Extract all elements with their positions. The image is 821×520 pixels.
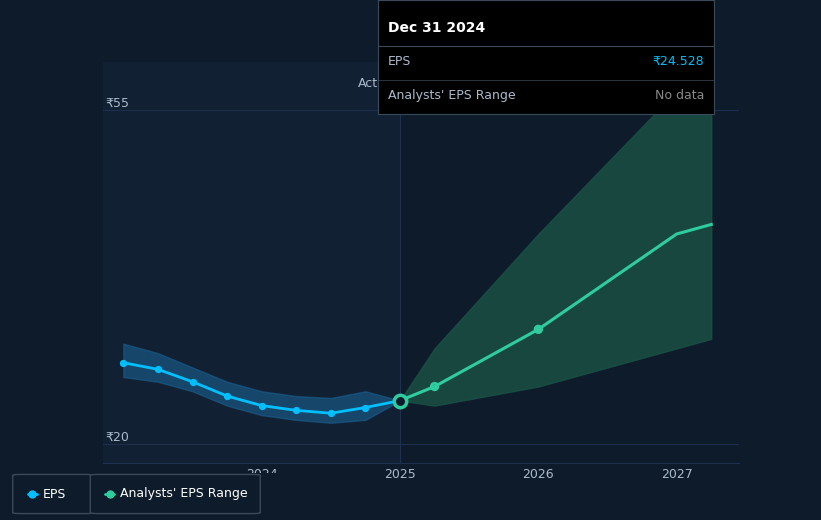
- Text: No data: No data: [655, 89, 704, 102]
- Text: Analysts Forecasts: Analysts Forecasts: [407, 76, 523, 89]
- Point: [532, 325, 545, 333]
- Text: EPS: EPS: [43, 488, 66, 500]
- Point: [117, 359, 130, 367]
- Text: Analysts' EPS Range: Analysts' EPS Range: [120, 488, 247, 500]
- Point: [186, 378, 200, 386]
- Point: [359, 404, 372, 412]
- Point: [255, 401, 268, 410]
- Point: [221, 392, 234, 400]
- Text: ₹24.528: ₹24.528: [653, 55, 704, 68]
- FancyBboxPatch shape: [13, 474, 94, 514]
- Point: [151, 365, 164, 373]
- Text: ₹55: ₹55: [105, 97, 130, 110]
- Text: ₹20: ₹20: [105, 431, 129, 444]
- Bar: [400, 62, 739, 463]
- Point: [339, 301, 352, 309]
- Point: [324, 409, 337, 418]
- Point: [393, 396, 406, 405]
- Point: [428, 382, 441, 391]
- Point: [290, 406, 303, 414]
- Point: [428, 382, 441, 391]
- Text: EPS: EPS: [388, 55, 411, 68]
- Bar: [103, 62, 400, 463]
- Point: [532, 325, 545, 333]
- FancyBboxPatch shape: [90, 474, 260, 514]
- Text: Dec 31 2024: Dec 31 2024: [388, 21, 485, 35]
- Text: Actual: Actual: [358, 76, 397, 89]
- Text: Analysts' EPS Range: Analysts' EPS Range: [388, 89, 516, 102]
